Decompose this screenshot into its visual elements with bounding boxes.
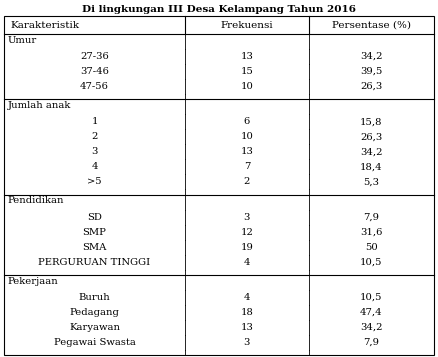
Text: 4: 4	[244, 258, 250, 267]
Text: 2: 2	[92, 132, 98, 141]
Text: Pendidikan: Pendidikan	[8, 196, 64, 205]
Text: 10: 10	[240, 132, 253, 141]
Text: 47-56: 47-56	[80, 82, 109, 91]
Text: 4: 4	[244, 293, 250, 302]
Text: SMA: SMA	[82, 243, 107, 252]
Text: 10,5: 10,5	[360, 293, 383, 302]
Text: Karakteristik: Karakteristik	[11, 21, 80, 30]
Text: 47,4: 47,4	[360, 308, 383, 317]
Text: Frekuensi: Frekuensi	[221, 21, 273, 30]
Text: 18: 18	[240, 308, 253, 317]
Text: Karyawan: Karyawan	[69, 323, 120, 332]
Text: 26,3: 26,3	[360, 132, 382, 141]
Text: 10: 10	[240, 82, 253, 91]
Text: 12: 12	[240, 228, 253, 237]
Text: 3: 3	[92, 147, 98, 156]
Text: 6: 6	[244, 117, 250, 126]
Text: SD: SD	[87, 213, 102, 222]
Text: Pekerjaan: Pekerjaan	[8, 277, 59, 286]
Text: 37-46: 37-46	[80, 67, 109, 76]
Text: Di lingkungan III Desa Kelampang Tahun 2016: Di lingkungan III Desa Kelampang Tahun 2…	[82, 5, 356, 14]
Text: 19: 19	[240, 243, 253, 252]
Text: 7: 7	[244, 162, 250, 171]
Text: 13: 13	[240, 323, 253, 332]
Text: 10,5: 10,5	[360, 258, 383, 267]
Text: PERGURUAN TINGGI: PERGURUAN TINGGI	[39, 258, 151, 267]
Text: 3: 3	[244, 338, 250, 347]
Text: Buruh: Buruh	[79, 293, 110, 302]
Text: 7,9: 7,9	[364, 213, 379, 222]
Text: Persentase (%): Persentase (%)	[332, 21, 411, 30]
Text: 3: 3	[244, 213, 250, 222]
Text: 27-36: 27-36	[80, 52, 109, 61]
Text: 4: 4	[91, 162, 98, 171]
Text: Jumlah anak: Jumlah anak	[8, 101, 71, 110]
Text: 13: 13	[240, 52, 253, 61]
Text: Umur: Umur	[8, 36, 37, 45]
Text: 2: 2	[244, 177, 250, 186]
Text: 50: 50	[365, 243, 378, 252]
Text: 34,2: 34,2	[360, 52, 383, 61]
Text: 34,2: 34,2	[360, 323, 383, 332]
Text: 1: 1	[91, 117, 98, 126]
Text: 7,9: 7,9	[364, 338, 379, 347]
Text: Pegawai Swasta: Pegawai Swasta	[53, 338, 135, 347]
Text: 18,4: 18,4	[360, 162, 383, 171]
Text: >5: >5	[87, 177, 102, 186]
Text: SMP: SMP	[83, 228, 106, 237]
Text: 15: 15	[240, 67, 253, 76]
Text: 34,2: 34,2	[360, 147, 383, 156]
Text: 31,6: 31,6	[360, 228, 382, 237]
Text: 15,8: 15,8	[360, 117, 383, 126]
Text: 13: 13	[240, 147, 253, 156]
Text: Pedagang: Pedagang	[70, 308, 120, 317]
Text: 26,3: 26,3	[360, 82, 382, 91]
Text: 39,5: 39,5	[360, 67, 382, 76]
Text: 5,3: 5,3	[364, 177, 379, 186]
